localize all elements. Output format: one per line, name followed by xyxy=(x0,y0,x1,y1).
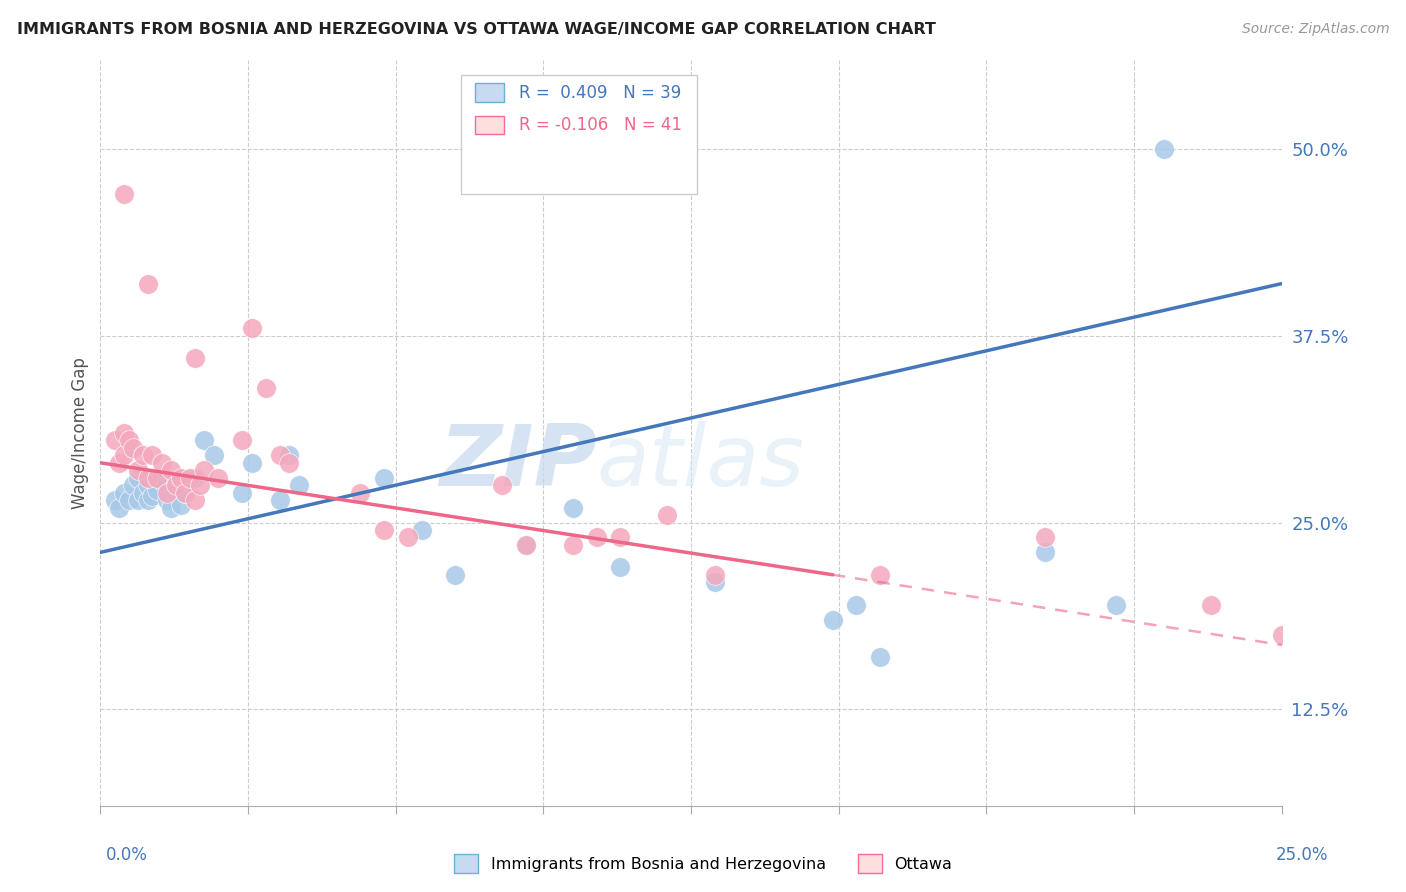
Point xyxy=(112,186,135,201)
Text: R =  0.409   N = 39: R = 0.409 N = 39 xyxy=(519,84,681,102)
Point xyxy=(150,474,173,488)
Point xyxy=(122,441,145,455)
Point xyxy=(184,493,207,508)
Point xyxy=(396,531,419,545)
Point xyxy=(1035,545,1057,559)
Point xyxy=(118,434,141,448)
Point xyxy=(136,478,159,492)
Point xyxy=(515,538,537,552)
Point xyxy=(703,567,725,582)
Point xyxy=(207,471,229,485)
Point xyxy=(703,575,725,590)
Point xyxy=(869,567,891,582)
Point xyxy=(373,471,395,485)
Point xyxy=(118,493,141,508)
Point xyxy=(561,538,583,552)
Point xyxy=(1199,598,1222,612)
Text: IMMIGRANTS FROM BOSNIA AND HERZEGOVINA VS OTTAWA WAGE/INCOME GAP CORRELATION CHA: IMMIGRANTS FROM BOSNIA AND HERZEGOVINA V… xyxy=(17,22,936,37)
Point xyxy=(165,485,187,500)
Point xyxy=(112,485,135,500)
Point xyxy=(136,471,159,485)
Point xyxy=(288,478,311,492)
Point xyxy=(141,489,163,503)
Point xyxy=(184,471,207,485)
Text: atlas: atlas xyxy=(596,421,804,504)
Point xyxy=(127,493,149,508)
Point xyxy=(160,500,183,515)
Point xyxy=(127,463,149,477)
Legend: Immigrants from Bosnia and Herzegovina, Ottawa: Immigrants from Bosnia and Herzegovina, … xyxy=(447,847,959,880)
Point xyxy=(821,613,844,627)
Point xyxy=(491,478,513,492)
Point xyxy=(136,493,159,508)
Point xyxy=(132,485,155,500)
Point xyxy=(112,425,135,440)
Point xyxy=(193,434,215,448)
Point xyxy=(349,485,371,500)
Point xyxy=(174,485,197,500)
Point xyxy=(845,598,868,612)
Point xyxy=(165,478,187,492)
Point xyxy=(146,471,169,485)
Point xyxy=(108,456,131,470)
Point xyxy=(1035,531,1057,545)
Point xyxy=(184,351,207,366)
Point xyxy=(240,321,263,335)
Y-axis label: Wage/Income Gap: Wage/Income Gap xyxy=(72,357,89,508)
Point xyxy=(411,523,433,537)
Point xyxy=(136,277,159,291)
Point xyxy=(278,456,301,470)
Point xyxy=(132,448,155,462)
Point xyxy=(155,493,177,508)
Point xyxy=(240,456,263,470)
Point xyxy=(141,448,163,462)
Point xyxy=(155,485,177,500)
Polygon shape xyxy=(475,116,505,135)
Point xyxy=(231,434,253,448)
Point xyxy=(254,381,277,395)
Point xyxy=(127,471,149,485)
Point xyxy=(1153,142,1175,156)
Point xyxy=(373,523,395,537)
Polygon shape xyxy=(475,84,505,103)
Point xyxy=(170,498,193,512)
Point xyxy=(122,478,145,492)
Point xyxy=(193,463,215,477)
Point xyxy=(150,456,173,470)
Point xyxy=(278,448,301,462)
Text: Source: ZipAtlas.com: Source: ZipAtlas.com xyxy=(1241,22,1389,37)
Text: 25.0%: 25.0% xyxy=(1277,846,1329,863)
Point xyxy=(269,448,291,462)
Text: 0.0%: 0.0% xyxy=(105,846,148,863)
Point xyxy=(585,531,607,545)
Point xyxy=(108,500,131,515)
Point xyxy=(1105,598,1128,612)
Point xyxy=(146,483,169,497)
Point xyxy=(515,538,537,552)
Point xyxy=(269,493,291,508)
Polygon shape xyxy=(461,75,697,194)
Point xyxy=(170,471,193,485)
Point xyxy=(1271,627,1294,641)
Point xyxy=(231,485,253,500)
Text: R = -0.106   N = 41: R = -0.106 N = 41 xyxy=(519,116,682,134)
Point xyxy=(443,567,465,582)
Point xyxy=(103,434,125,448)
Point xyxy=(112,448,135,462)
Point xyxy=(103,493,125,508)
Text: ZIP: ZIP xyxy=(439,421,596,504)
Point xyxy=(202,448,225,462)
Point xyxy=(609,531,631,545)
Point xyxy=(561,500,583,515)
Point xyxy=(174,485,197,500)
Point xyxy=(657,508,679,522)
Point xyxy=(869,649,891,664)
Point xyxy=(609,560,631,574)
Point xyxy=(179,471,201,485)
Point xyxy=(188,478,211,492)
Point xyxy=(160,463,183,477)
